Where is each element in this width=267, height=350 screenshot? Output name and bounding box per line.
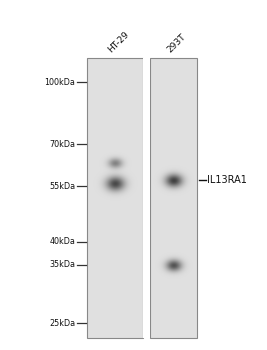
Text: HT-29: HT-29	[107, 29, 131, 54]
Bar	[87, 58, 143, 338]
Text: 25kDa: 25kDa	[49, 319, 75, 328]
Bar	[150, 58, 197, 338]
Text: 100kDa: 100kDa	[44, 78, 75, 87]
Text: 70kDa: 70kDa	[49, 140, 75, 149]
Text: 40kDa: 40kDa	[49, 237, 75, 246]
Text: 35kDa: 35kDa	[49, 260, 75, 270]
Bar	[143, 58, 150, 338]
Text: IL13RA1: IL13RA1	[207, 175, 247, 185]
Text: 293T: 293T	[165, 32, 187, 54]
Text: 55kDa: 55kDa	[49, 182, 75, 191]
